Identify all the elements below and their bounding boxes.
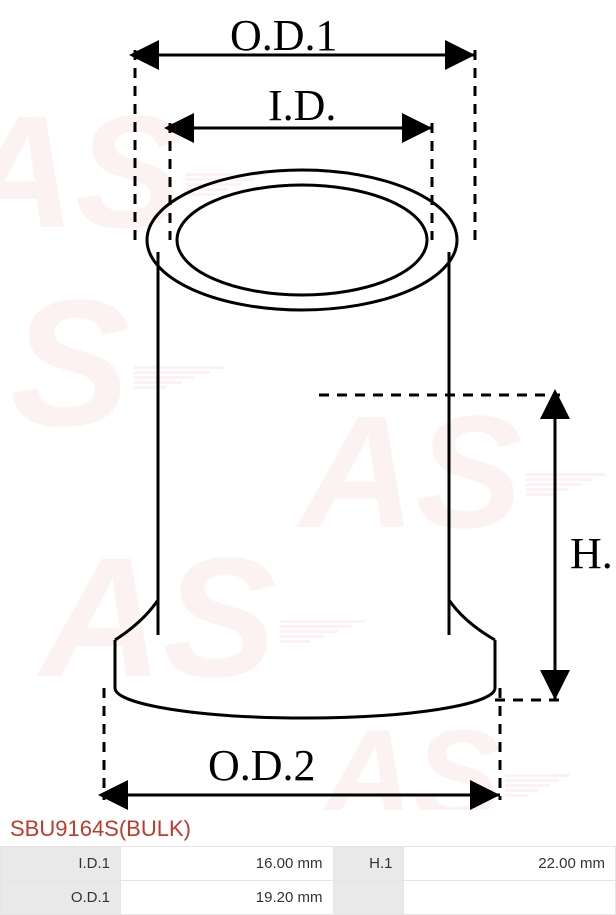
spec-table: I.D.116.00 mmH.122.00 mmO.D.119.20 mm [0, 846, 616, 915]
spec-value: 22.00 mm [403, 847, 616, 881]
label-od1: O.D.1 [230, 10, 338, 61]
product-code: SBU9164S(BULK) [0, 810, 616, 846]
label-od2: O.D.2 [208, 740, 316, 791]
table-row: O.D.119.20 mm [1, 881, 616, 915]
spec-value: 16.00 mm [121, 847, 334, 881]
spec-value [403, 881, 616, 915]
spec-label: I.D.1 [1, 847, 121, 881]
diagram-container: ASASASASAS O.D.1 I.D. O.D.2 H. [0, 0, 616, 810]
label-id: I.D. [268, 80, 336, 131]
spec-value: 19.20 mm [121, 881, 334, 915]
spec-label: H.1 [333, 847, 403, 881]
spec-label [333, 881, 403, 915]
label-h: H. [570, 528, 613, 579]
table-row: I.D.116.00 mmH.122.00 mm [1, 847, 616, 881]
spec-label: O.D.1 [1, 881, 121, 915]
